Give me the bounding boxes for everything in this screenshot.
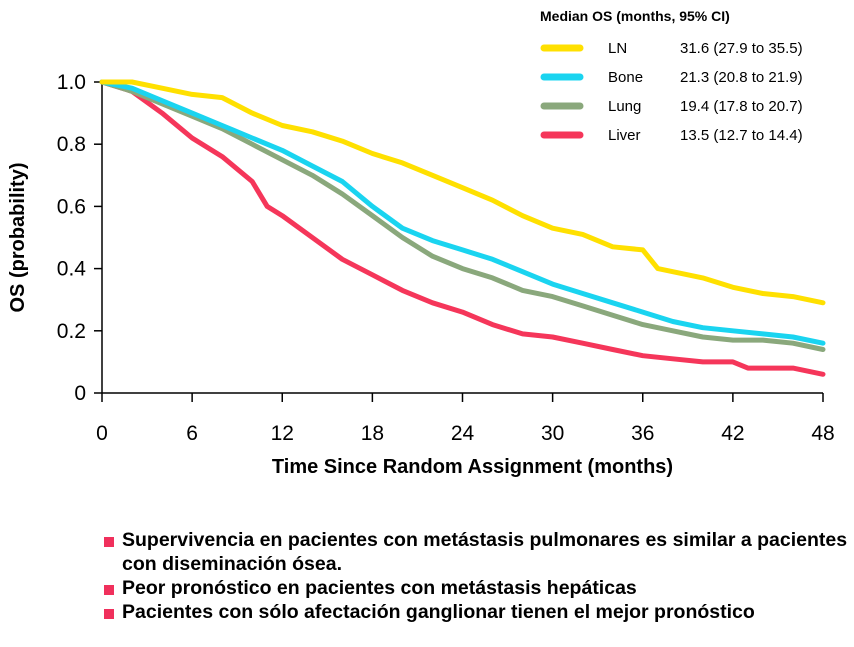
series-line-bone [102, 82, 823, 343]
y-tick-label-2: 0.4 [57, 258, 87, 281]
bullet-square-icon [104, 585, 114, 595]
finding-item-liver: Peor pronóstico en pacientes con metásta… [104, 576, 849, 600]
finding-text: Peor pronóstico en pacientes con metásta… [122, 577, 637, 599]
legend-title: Median OS (months, 95% CI) [540, 8, 730, 24]
x-tick-label-42: 42 [721, 422, 744, 445]
legend-label-bone: Bone [608, 69, 643, 86]
x-tick-label-12: 12 [271, 422, 294, 445]
finding-item-lymph-node: Pacientes con sólo afectación ganglionar… [104, 600, 849, 624]
x-tick-label-30: 30 [541, 422, 564, 445]
x-tick-label-0: 0 [96, 422, 108, 445]
finding-item-lung-bone: Supervivencia en pacientes con metástasi… [104, 528, 849, 576]
x-tick-label-36: 36 [631, 422, 654, 445]
x-tick-label-48: 48 [811, 422, 834, 445]
y-tick-label-0: 0 [74, 382, 86, 405]
finding-text: Pacientes con sólo afectación ganglionar… [122, 601, 755, 623]
legend-median-bone: 21.3 (20.8 to 21.9) [680, 69, 803, 86]
y-tick-label-3: 0.6 [57, 195, 86, 218]
y-tick-label-4: 0.8 [57, 133, 86, 156]
key-findings-list: Supervivencia en pacientes con metástasi… [104, 528, 849, 624]
legend-label-ln: LN [608, 40, 627, 57]
legend-median-ln: 31.6 (27.9 to 35.5) [680, 40, 803, 57]
x-tick-label-18: 18 [361, 422, 384, 445]
legend-label-liver: Liver [608, 127, 641, 144]
x-tick-label-24: 24 [451, 422, 475, 445]
legend-label-lung: Lung [608, 98, 641, 115]
y-axis-title: OS (probability) [7, 163, 29, 313]
chart-series [102, 82, 823, 374]
y-tick-label-5: 1.0 [57, 71, 86, 94]
legend-median-lung: 19.4 (17.8 to 20.7) [680, 98, 803, 115]
bullet-square-icon [104, 537, 114, 547]
finding-text: Supervivencia en pacientes con metástasi… [122, 529, 847, 575]
survival-chart: 0 6 12 18 24 30 36 42 48 0 0.2 0.4 0.6 0.8 1.0 Time Sin… [0, 0, 854, 520]
x-tick-label-6: 6 [186, 422, 198, 445]
legend-median-liver: 13.5 (12.7 to 14.4) [680, 127, 803, 144]
y-tick-label-1: 0.2 [57, 320, 86, 343]
bullet-square-icon [104, 609, 114, 619]
chart-legend: Median OS (months, 95% CI) LN 31.6 (27.9 t… [540, 8, 803, 144]
x-axis-title: Time Since Random Assignment (months) [272, 456, 673, 478]
